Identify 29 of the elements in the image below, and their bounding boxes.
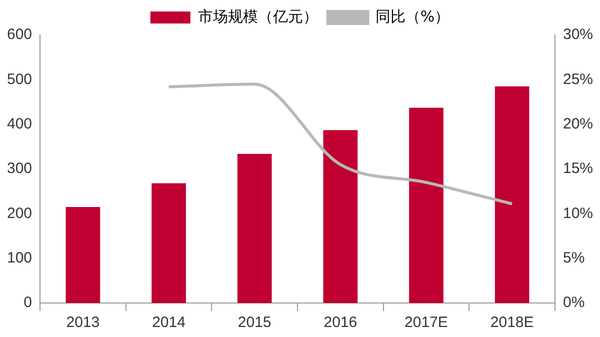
y2-tick-label: 15%: [562, 160, 594, 178]
y-tick-label: 100: [6, 249, 32, 266]
bar: [66, 206, 100, 303]
y-tick-label: 600: [6, 26, 32, 44]
y2-tick-label: 30%: [562, 26, 594, 44]
x-tick-label: 2017E: [404, 314, 448, 332]
bar: [323, 130, 358, 303]
y2-tick-label: 0%: [562, 294, 585, 312]
y-tick-label: 300: [6, 160, 32, 178]
bar: [237, 154, 272, 303]
x-tick-label: 2015: [238, 314, 272, 332]
line-series: [167, 82, 514, 206]
y2-tick-label: 20%: [562, 115, 594, 132]
y-tick-label: 0: [24, 294, 32, 312]
bar: [152, 183, 186, 303]
x-tick-label: 2013: [66, 314, 100, 332]
y-tick-label: 200: [6, 204, 32, 222]
x-tick-label: 2014: [152, 314, 186, 332]
y2-tick-label: 10%: [562, 204, 594, 222]
x-tick-label: 2016: [324, 314, 358, 332]
bar: [409, 108, 444, 303]
legend-label: 同比（%）: [375, 7, 450, 26]
y-tick-label: 500: [6, 70, 32, 88]
y-tick-label: 400: [6, 115, 32, 132]
x-tick-label: 2018E: [490, 314, 534, 332]
bar: [494, 86, 530, 303]
y2-tick-label: 5%: [562, 249, 585, 266]
y2-tick-label: 25%: [562, 70, 594, 88]
legend-label: 市场规模（亿元）: [198, 7, 318, 26]
